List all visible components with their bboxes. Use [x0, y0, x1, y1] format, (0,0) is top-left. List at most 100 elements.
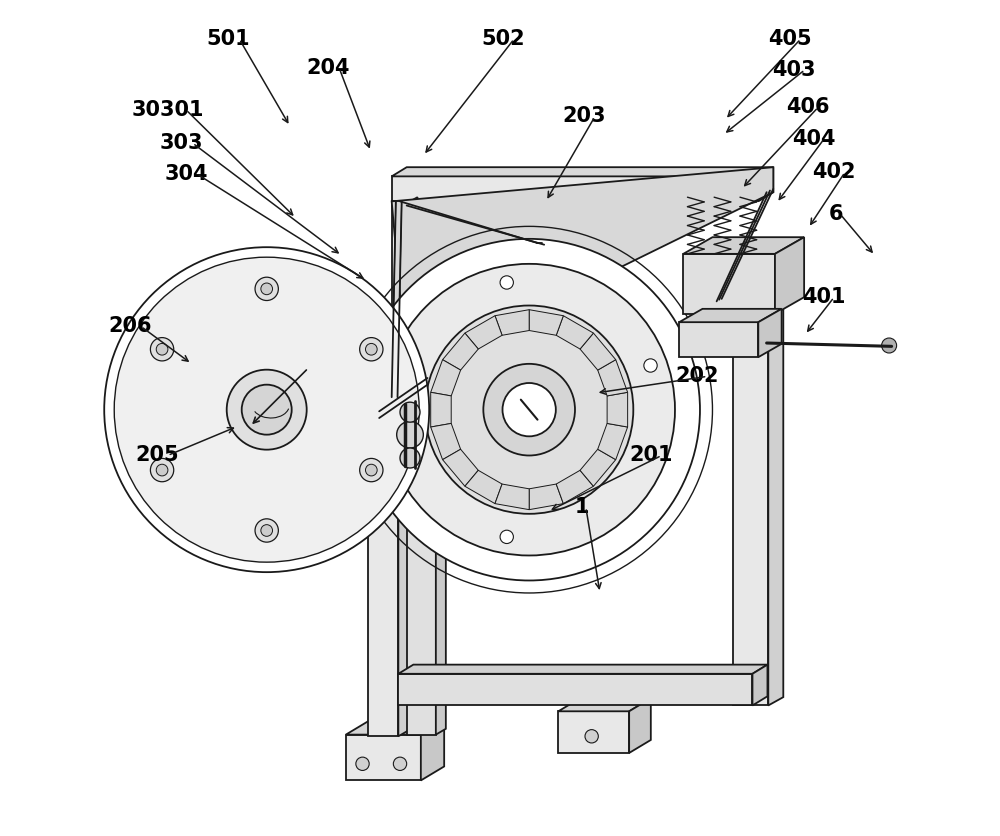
Circle shape [365, 464, 377, 476]
Polygon shape [598, 359, 628, 396]
Circle shape [255, 278, 278, 300]
Circle shape [358, 239, 700, 580]
Circle shape [644, 359, 657, 372]
Polygon shape [733, 297, 768, 706]
Circle shape [360, 338, 383, 361]
Polygon shape [529, 484, 563, 510]
Polygon shape [558, 698, 651, 711]
Polygon shape [368, 378, 398, 737]
Polygon shape [392, 176, 758, 201]
Polygon shape [529, 309, 563, 335]
Polygon shape [392, 201, 410, 376]
Polygon shape [435, 197, 443, 376]
Text: 403: 403 [772, 59, 816, 79]
Polygon shape [417, 201, 435, 376]
Text: 402: 402 [812, 162, 856, 182]
Polygon shape [629, 698, 651, 753]
Polygon shape [558, 711, 629, 753]
Polygon shape [368, 372, 408, 378]
Circle shape [261, 525, 273, 537]
Polygon shape [679, 322, 758, 357]
Polygon shape [436, 375, 446, 735]
Polygon shape [443, 449, 478, 487]
Circle shape [150, 458, 174, 482]
Text: 205: 205 [135, 446, 179, 466]
Circle shape [360, 458, 383, 482]
Polygon shape [398, 665, 767, 674]
Text: 6: 6 [829, 204, 844, 224]
Circle shape [104, 247, 429, 572]
Circle shape [261, 283, 273, 294]
Polygon shape [392, 167, 773, 372]
Polygon shape [556, 471, 593, 503]
Circle shape [156, 344, 168, 355]
Polygon shape [407, 380, 436, 735]
Polygon shape [431, 392, 451, 427]
Polygon shape [775, 237, 804, 314]
Circle shape [156, 464, 168, 476]
Circle shape [397, 421, 423, 448]
Text: 203: 203 [562, 106, 606, 126]
Polygon shape [465, 471, 502, 503]
Circle shape [585, 730, 598, 743]
Circle shape [483, 364, 575, 456]
Polygon shape [758, 308, 782, 357]
Circle shape [400, 448, 420, 468]
Polygon shape [752, 665, 767, 706]
Circle shape [882, 338, 897, 353]
Polygon shape [398, 674, 752, 706]
Text: 201: 201 [629, 446, 673, 466]
Polygon shape [392, 167, 773, 176]
Circle shape [500, 276, 513, 289]
Polygon shape [758, 167, 773, 201]
Circle shape [356, 757, 369, 771]
Polygon shape [556, 316, 593, 349]
Circle shape [383, 264, 675, 555]
Polygon shape [392, 201, 402, 397]
Text: 304: 304 [164, 164, 208, 184]
Text: 401: 401 [802, 288, 845, 307]
Text: 1: 1 [575, 497, 589, 517]
Polygon shape [607, 392, 628, 427]
Polygon shape [495, 309, 529, 335]
Text: 502: 502 [482, 29, 525, 48]
Polygon shape [683, 237, 804, 254]
Text: 405: 405 [768, 29, 812, 48]
Polygon shape [580, 449, 616, 487]
Circle shape [227, 370, 307, 450]
Circle shape [242, 385, 292, 435]
Circle shape [425, 305, 633, 514]
Text: 30301: 30301 [132, 99, 204, 120]
Circle shape [114, 257, 419, 562]
Circle shape [365, 344, 377, 355]
Polygon shape [598, 423, 628, 460]
Text: 406: 406 [786, 97, 829, 117]
Polygon shape [683, 254, 775, 314]
Text: 404: 404 [792, 129, 835, 149]
Polygon shape [679, 308, 782, 322]
Polygon shape [346, 721, 444, 735]
Polygon shape [733, 289, 783, 297]
Polygon shape [407, 375, 446, 380]
Polygon shape [346, 735, 421, 781]
Polygon shape [495, 484, 529, 510]
Text: 204: 204 [307, 58, 350, 78]
Text: 501: 501 [207, 29, 250, 48]
Polygon shape [398, 372, 408, 737]
Circle shape [502, 383, 556, 436]
Text: 202: 202 [675, 366, 718, 386]
Polygon shape [431, 423, 461, 460]
Polygon shape [443, 333, 478, 370]
Circle shape [150, 338, 174, 361]
Text: 206: 206 [108, 316, 152, 336]
Circle shape [500, 530, 513, 543]
Text: 303: 303 [160, 133, 204, 153]
Polygon shape [768, 289, 783, 706]
Polygon shape [410, 197, 418, 376]
Circle shape [255, 519, 278, 543]
Circle shape [393, 757, 407, 771]
Polygon shape [421, 721, 444, 781]
Polygon shape [465, 316, 502, 349]
Polygon shape [580, 333, 616, 370]
Polygon shape [431, 359, 461, 396]
